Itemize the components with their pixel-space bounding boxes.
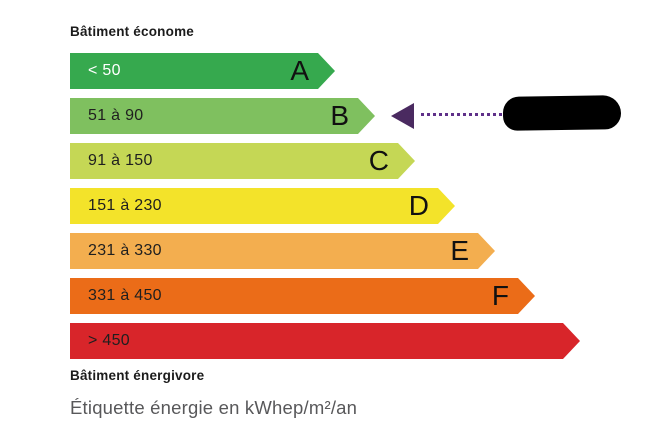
energy-bar-row-g: > 450 (70, 323, 650, 359)
energy-bar-row-b: 51 à 90 B (70, 95, 650, 134)
energy-label: Bâtiment économe < 50 A 51 à 90 B (70, 24, 650, 419)
energy-range-label-c: 91 à 150 (88, 152, 153, 169)
energy-bar-g: > 450 (70, 323, 580, 359)
energy-bar-row-d: 151 à 230 D (70, 188, 650, 224)
energy-scale: < 50 A 51 à 90 B 91 à 150 C (70, 53, 650, 359)
energy-class-letter-b: B (330, 100, 349, 131)
energy-bar-row-a: < 50 A (70, 53, 650, 89)
energy-range-label-g: > 450 (88, 332, 130, 349)
energy-class-letter-f: F (491, 280, 509, 311)
energy-range-label-b: 51 à 90 (88, 107, 144, 124)
energy-bar-b: 51 à 90 B (70, 98, 375, 134)
energy-bar-f: 331 à 450 F (70, 278, 535, 314)
energy-bar-row-c: 91 à 150 C (70, 143, 650, 179)
economical-building-label: Bâtiment économe (70, 24, 194, 39)
energy-bar-c: 91 à 150 C (70, 143, 415, 179)
energy-guzzling-building-label: Bâtiment énergivore (70, 368, 205, 383)
energy-range-label-a: < 50 (88, 62, 121, 79)
energy-range-label-e: 231 à 330 (88, 242, 162, 259)
redacted-value-blob (502, 95, 622, 131)
energy-label-caption: Étiquette énergie en kWhep/m²/an (70, 397, 358, 418)
energy-bar-row-e: 231 à 330 E (70, 233, 650, 269)
energy-range-label-f: 331 à 450 (88, 287, 162, 304)
energy-class-letter-c: C (368, 145, 389, 176)
dotted-connector-line (421, 113, 502, 116)
energy-bar-e: 231 à 330 E (70, 233, 495, 269)
energy-bar-row-f: 331 à 450 F (70, 278, 650, 314)
arrow-left-icon (391, 103, 414, 129)
energy-bar-d: 151 à 230 D (70, 188, 455, 224)
energy-class-letter-a: A (290, 55, 309, 86)
energy-class-letter-e: E (450, 235, 469, 266)
energy-bar-a: < 50 A (70, 53, 335, 89)
energy-class-letter-d: D (408, 190, 429, 221)
energy-range-label-d: 151 à 230 (88, 197, 162, 214)
